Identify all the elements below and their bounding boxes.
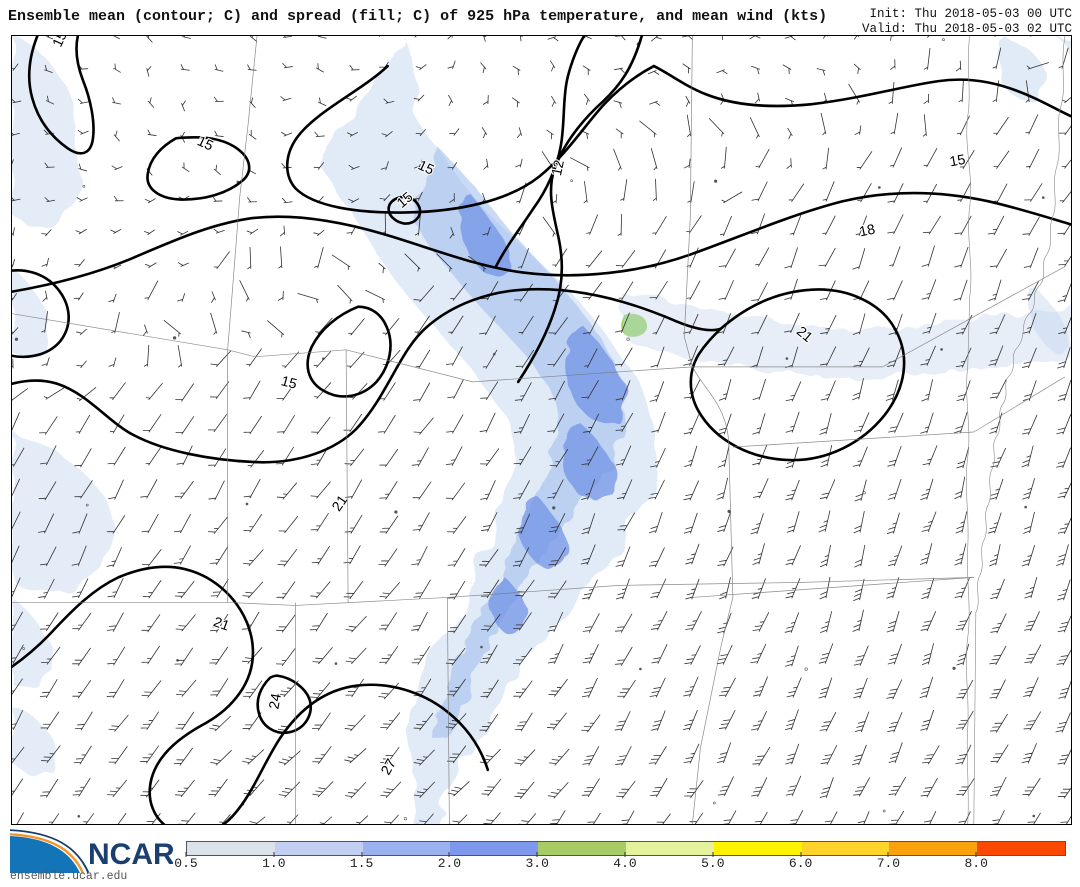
svg-text:24: 24 <box>265 692 284 710</box>
svg-text:15: 15 <box>280 372 300 391</box>
svg-text:ensemble.ucar.edu: ensemble.ucar.edu <box>10 870 127 881</box>
svg-text:15: 15 <box>195 133 216 154</box>
svg-text:18: 18 <box>858 221 877 240</box>
svg-text:27: 27 <box>377 756 399 778</box>
svg-text:NCAR: NCAR <box>88 838 173 871</box>
svg-text:15: 15 <box>948 151 966 169</box>
svg-text:12: 12 <box>548 158 567 177</box>
svg-text:15: 15 <box>49 36 70 49</box>
